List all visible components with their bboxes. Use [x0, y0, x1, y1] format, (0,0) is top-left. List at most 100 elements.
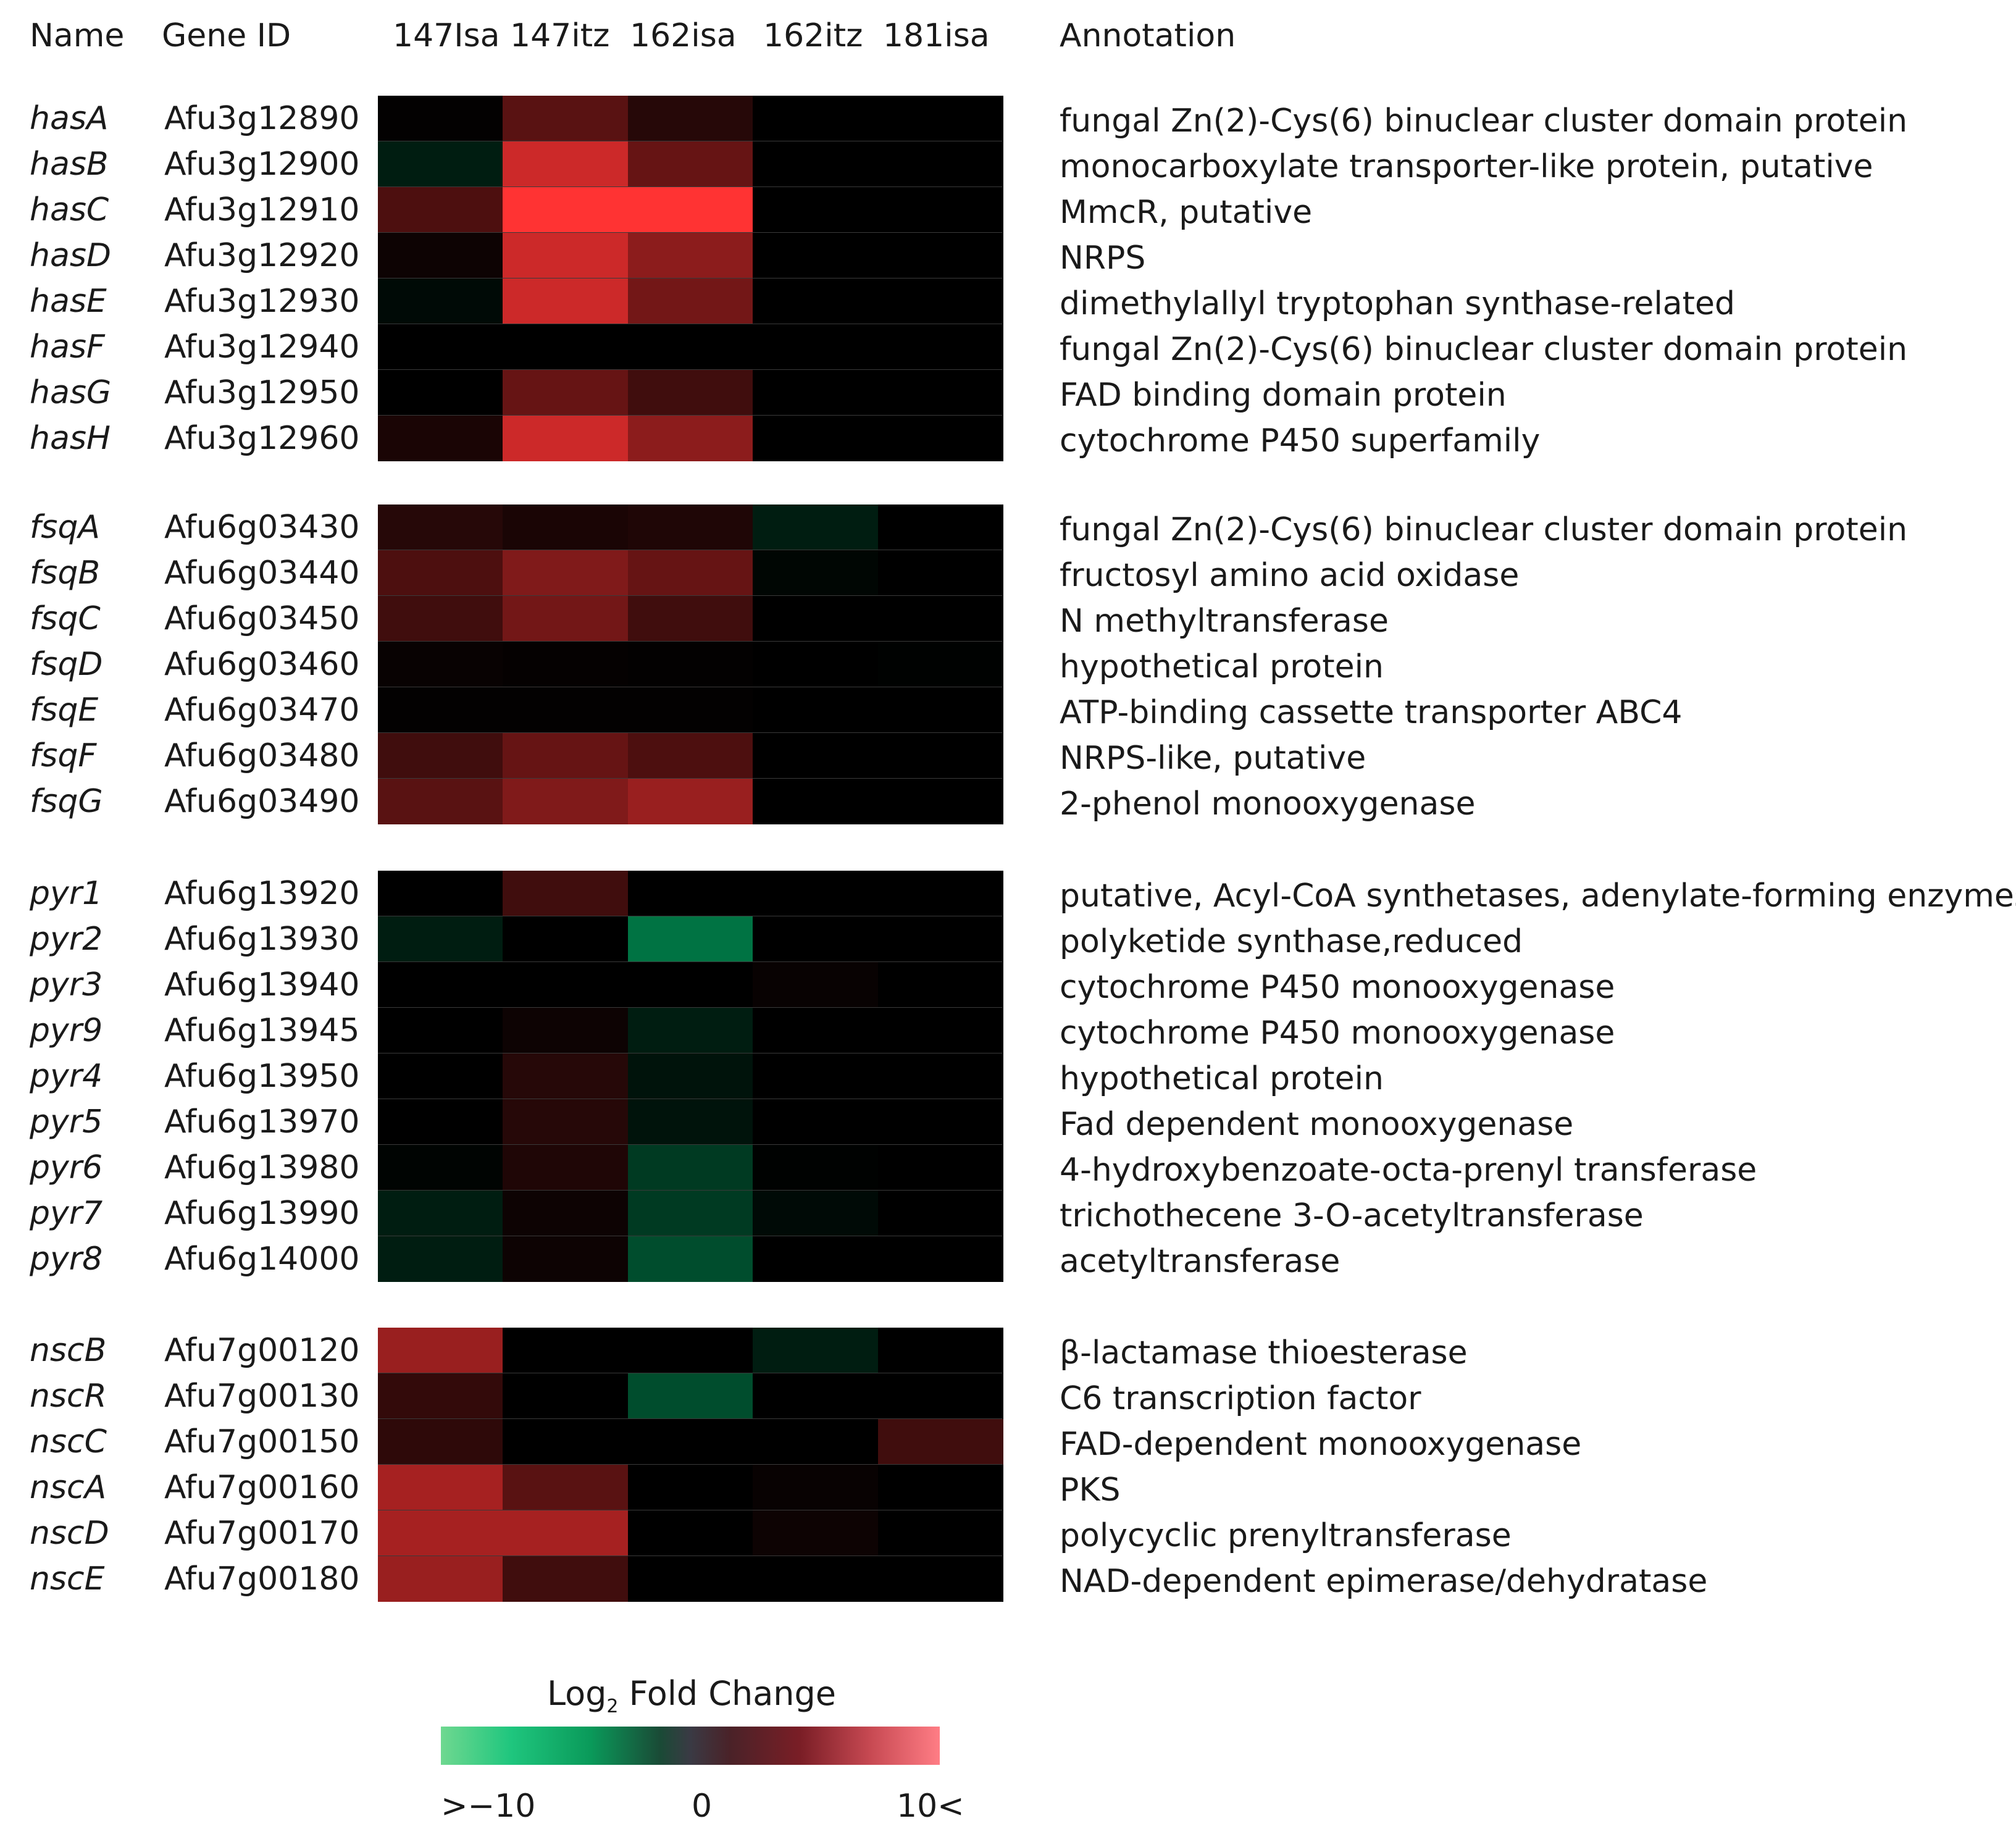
- heatmap-cell: [627, 687, 753, 733]
- gene-id: Afu6g03470: [164, 692, 360, 729]
- gene-name: pyr6: [30, 1149, 103, 1186]
- heatmap-cell: [503, 1328, 629, 1373]
- heatmap-cell: [753, 96, 879, 141]
- heatmap-cell: [627, 550, 753, 596]
- header-annotation: Annotation: [1060, 17, 1236, 54]
- heatmap-cell: [627, 1145, 753, 1191]
- gene-id: Afu6g13920: [164, 875, 360, 912]
- heatmap-cell: [627, 505, 753, 550]
- gene-name: pyr5: [30, 1103, 103, 1141]
- heatmap-cell: [627, 642, 753, 687]
- heatmap-cell: [627, 962, 753, 1008]
- gene-annotation: cytochrome P450 monooxygenase: [1060, 969, 1615, 1006]
- header-col-1: 147Isa: [393, 17, 500, 54]
- gene-name: nscB: [30, 1332, 107, 1369]
- heatmap-cell: [503, 1236, 629, 1282]
- heatmap-cell: [753, 1510, 879, 1556]
- heatmap-cell: [753, 1236, 879, 1282]
- heatmap-cell: [877, 324, 1003, 370]
- gene-annotation: fungal Zn(2)-Cys(6) binuclear cluster do…: [1060, 331, 1908, 368]
- heatmap-cell: [503, 505, 629, 550]
- heatmap-cell: [753, 687, 879, 733]
- heatmap-cell: [753, 187, 879, 233]
- legend-color-bar: [441, 1727, 940, 1765]
- heatmap-cell: [378, 779, 503, 824]
- heatmap-cell: [378, 916, 503, 962]
- heatmap-cell: [877, 96, 1003, 141]
- heatmap-cell: [627, 871, 753, 916]
- gene-annotation: fungal Zn(2)-Cys(6) binuclear cluster do…: [1060, 511, 1908, 548]
- heatmap-cell: [877, 1236, 1003, 1282]
- heatmap-cell: [877, 233, 1003, 278]
- heatmap-cell: [627, 416, 753, 461]
- heatmap-cell: [753, 505, 879, 550]
- heatmap-cell: [378, 1053, 503, 1099]
- heatmap-cell: [378, 1236, 503, 1282]
- heatmap-cell: [378, 1008, 503, 1053]
- gene-name: fsqG: [30, 783, 103, 820]
- gene-annotation: NAD-dependent epimerase/dehydratase: [1060, 1563, 1708, 1600]
- heatmap-cell: [503, 550, 629, 596]
- header-col-4: 162itz: [763, 17, 863, 54]
- heatmap-cell: [627, 596, 753, 642]
- heatmap-cell: [503, 141, 629, 187]
- gene-name: nscD: [30, 1515, 109, 1552]
- gene-name: hasF: [30, 329, 105, 366]
- heatmap-cell: [378, 370, 503, 416]
- heatmap-cell: [627, 324, 753, 370]
- heatmap-cell: [877, 1328, 1003, 1373]
- legend-tick-low: >−10: [441, 1788, 536, 1825]
- gene-annotation: ATP-binding cassette transporter ABC4: [1060, 694, 1683, 731]
- gene-name: fsqE: [30, 692, 99, 729]
- gene-id: Afu3g12930: [164, 283, 360, 320]
- gene-id: Afu6g03460: [164, 646, 360, 683]
- heatmap-cell: [503, 1053, 629, 1099]
- gene-annotation: 2-phenol monooxygenase: [1060, 785, 1476, 823]
- heatmap-cell: [503, 1556, 629, 1602]
- heatmap-cell: [503, 1465, 629, 1510]
- heatmap-cell: [877, 141, 1003, 187]
- heatmap-cell: [503, 324, 629, 370]
- gene-id: Afu6g03430: [164, 509, 360, 546]
- legend-title: Log2 Fold Change: [0, 1670, 1383, 1730]
- gene-name: fsqF: [30, 737, 97, 774]
- gene-name: hasB: [30, 146, 109, 183]
- heatmap-cell: [877, 779, 1003, 824]
- gene-id: Afu7g00160: [164, 1469, 360, 1506]
- gene-name: pyr9: [30, 1012, 103, 1049]
- heatmap-cell: [378, 505, 503, 550]
- gene-annotation: putative, Acyl-CoA synthetases, adenylat…: [1060, 877, 2016, 915]
- gene-id: Afu6g13940: [164, 966, 360, 1003]
- heatmap-cell: [877, 916, 1003, 962]
- heatmap-cell: [753, 550, 879, 596]
- heatmap-cell: [378, 1556, 503, 1602]
- heatmap-cell: [877, 505, 1003, 550]
- heatmap-cell: [378, 1328, 503, 1373]
- gene-annotation: FAD-dependent monooxygenase: [1060, 1426, 1582, 1463]
- gene-annotation: fungal Zn(2)-Cys(6) binuclear cluster do…: [1060, 103, 1908, 140]
- gene-id: Afu3g12960: [164, 420, 360, 457]
- gene-name: pyr1: [30, 875, 103, 912]
- heatmap-cell: [378, 962, 503, 1008]
- gene-id: Afu6g13950: [164, 1058, 360, 1095]
- heatmap-cell: [378, 141, 503, 187]
- heatmap-cell: [378, 642, 503, 687]
- heatmap-cell: [753, 278, 879, 324]
- heatmap-cell: [753, 596, 879, 642]
- gene-name: nscC: [30, 1423, 107, 1460]
- gene-id: Afu3g12910: [164, 191, 360, 228]
- header-name: Name: [30, 17, 125, 54]
- gene-name: nscE: [30, 1560, 105, 1597]
- heatmap-cell: [503, 962, 629, 1008]
- gene-annotation: monocarboxylate transporter-like protein…: [1060, 148, 1873, 185]
- gene-name: hasH: [30, 420, 111, 457]
- heatmap-cell: [877, 687, 1003, 733]
- heatmap-cell: [627, 187, 753, 233]
- gene-annotation: hypothetical protein: [1060, 648, 1384, 685]
- heatmap-cell: [753, 1465, 879, 1510]
- heatmap-cell: [877, 1419, 1003, 1465]
- heatmap-cell: [877, 1556, 1003, 1602]
- gene-id: Afu6g03450: [164, 600, 360, 637]
- gene-name: hasG: [30, 374, 112, 411]
- gene-id: Afu3g12900: [164, 146, 360, 183]
